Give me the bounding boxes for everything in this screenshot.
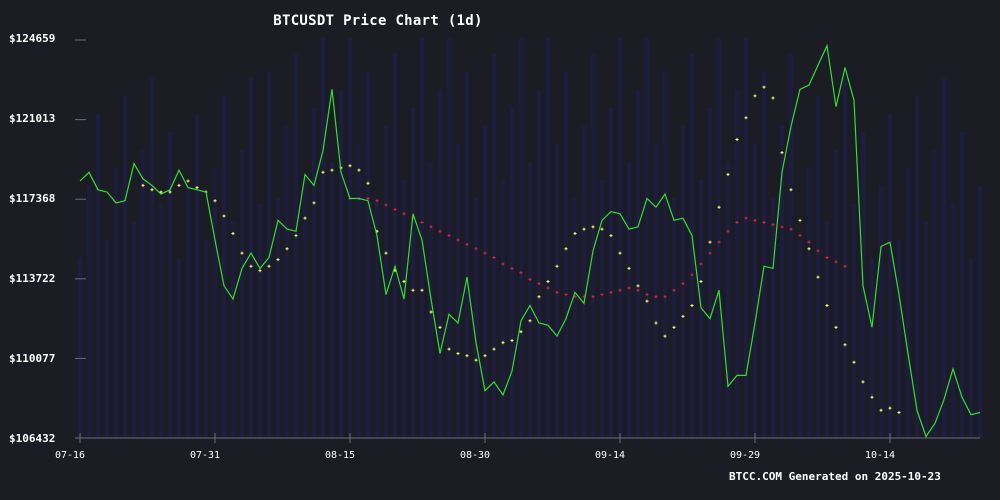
- footer-credit: BTCC.COM Generated on 2025-10-23: [729, 470, 941, 483]
- y-axis-label: $106432: [9, 432, 56, 445]
- volume-stripes: [78, 38, 982, 438]
- x-axis-label: 07-31: [189, 450, 221, 461]
- short-ma-dots: [141, 85, 901, 414]
- x-axis-label: 09-29: [729, 450, 761, 461]
- y-axis-label: $121013: [9, 112, 56, 125]
- x-axis-label: 07-16: [54, 450, 86, 461]
- x-axis-label: 08-30: [459, 450, 491, 461]
- x-axis-label: 09-14: [594, 450, 626, 461]
- x-axis-label: 08-15: [324, 450, 356, 461]
- price-line: [79, 43, 981, 438]
- y-axis-label: $110077: [9, 352, 56, 365]
- y-axis-label: $117368: [9, 192, 56, 205]
- x-axis-label: 10-14: [864, 450, 896, 461]
- y-axis-label: $124659: [9, 32, 56, 45]
- chart-title-text: BTCUSDT Price Chart (1d): [273, 13, 483, 29]
- axes: [75, 39, 980, 443]
- chart-title: BTCUSDT Price Chart (1d): [0, 13, 1000, 29]
- y-axis-label: $113722: [9, 272, 56, 285]
